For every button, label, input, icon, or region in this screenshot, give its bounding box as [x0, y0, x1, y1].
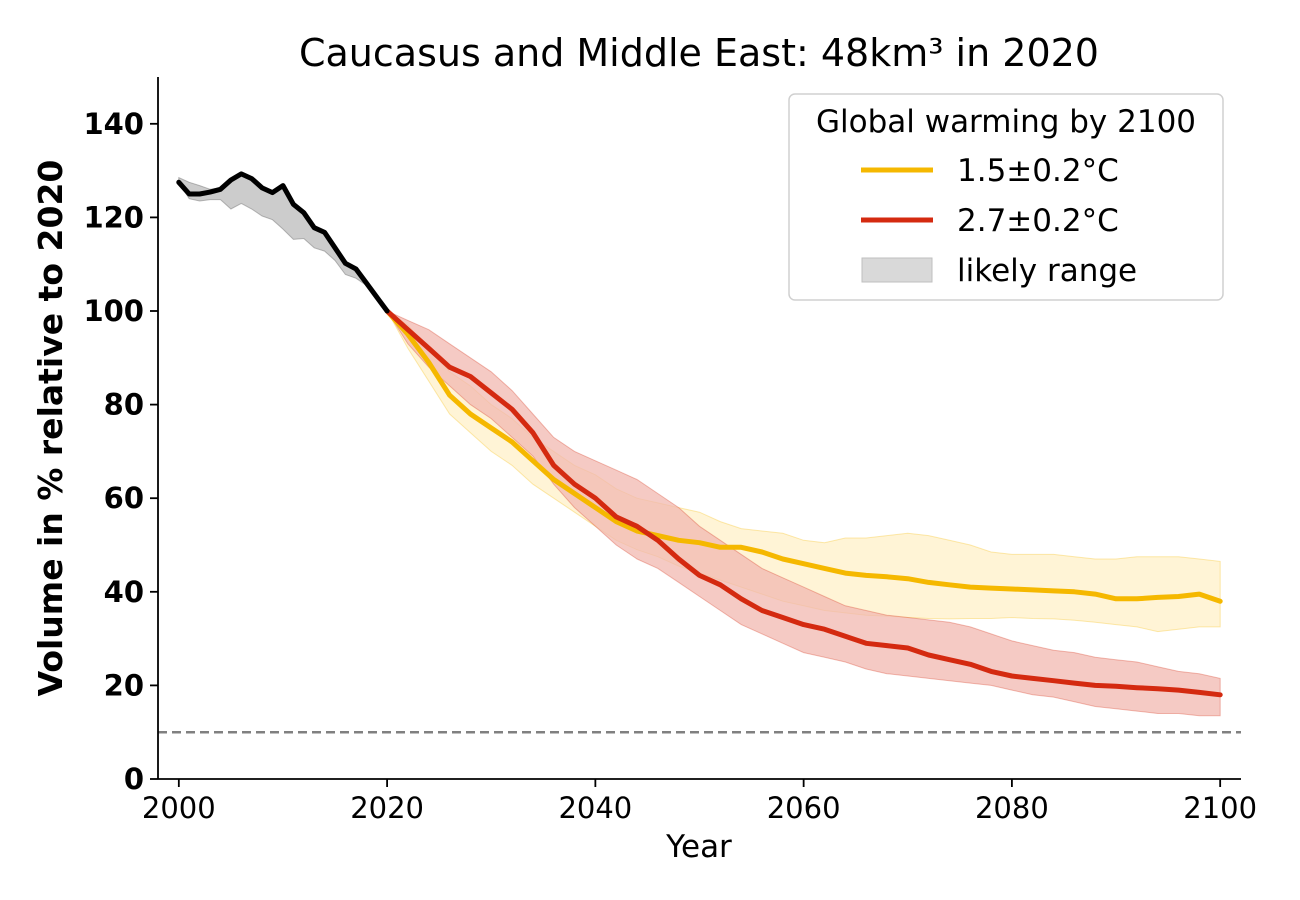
legend-title: Global warming by 2100 — [816, 104, 1196, 140]
x-ticks: 2000 2020 2040 2060 2080 2100 — [142, 779, 1257, 825]
y-tick-label: 100 — [83, 294, 144, 328]
band-2p7 — [385, 309, 1221, 717]
y-tick-label: 80 — [104, 388, 144, 422]
y-tick-label: 40 — [104, 575, 144, 609]
y-tick-label: 0 — [124, 762, 144, 796]
x-axis-label: Year — [665, 829, 732, 865]
line-2p7 — [384, 308, 1223, 698]
series-lines — [176, 171, 1223, 698]
band-1p5 — [386, 310, 1221, 633]
legend-box — [788, 93, 1224, 301]
y-axis-label: Volume in % relative to 2020 — [31, 160, 70, 697]
line-1p5 — [384, 308, 1223, 604]
legend-label-likely-range: likely range — [957, 253, 1137, 289]
legend-label-1p5: 1.5±0.2°C — [957, 153, 1119, 189]
x-tick-label: 2060 — [767, 791, 841, 825]
y-tick-label: 60 — [104, 481, 144, 515]
line-historical — [176, 171, 390, 314]
x-tick-label: 2080 — [975, 791, 1049, 825]
x-tick-label: 2040 — [558, 791, 632, 825]
x-tick-label: 2000 — [142, 791, 216, 825]
y-tick-label: 120 — [83, 200, 144, 234]
legend-label-2p7: 2.7±0.2°C — [957, 203, 1119, 239]
x-tick-label: 2020 — [350, 791, 424, 825]
axes — [157, 77, 1241, 780]
y-ticks: 0 20 40 60 80 100 120 140 — [83, 107, 158, 796]
chart-title: Caucasus and Middle East: 48km³ in 2020 — [299, 31, 1099, 75]
x-tick-label: 2100 — [1183, 791, 1257, 825]
legend-swatch-likely-range — [861, 257, 933, 283]
legend: Global warming by 2100 1.5±0.2°C 2.7±0.2… — [788, 93, 1224, 301]
y-tick-label: 140 — [83, 107, 144, 141]
y-tick-label: 20 — [104, 668, 144, 702]
